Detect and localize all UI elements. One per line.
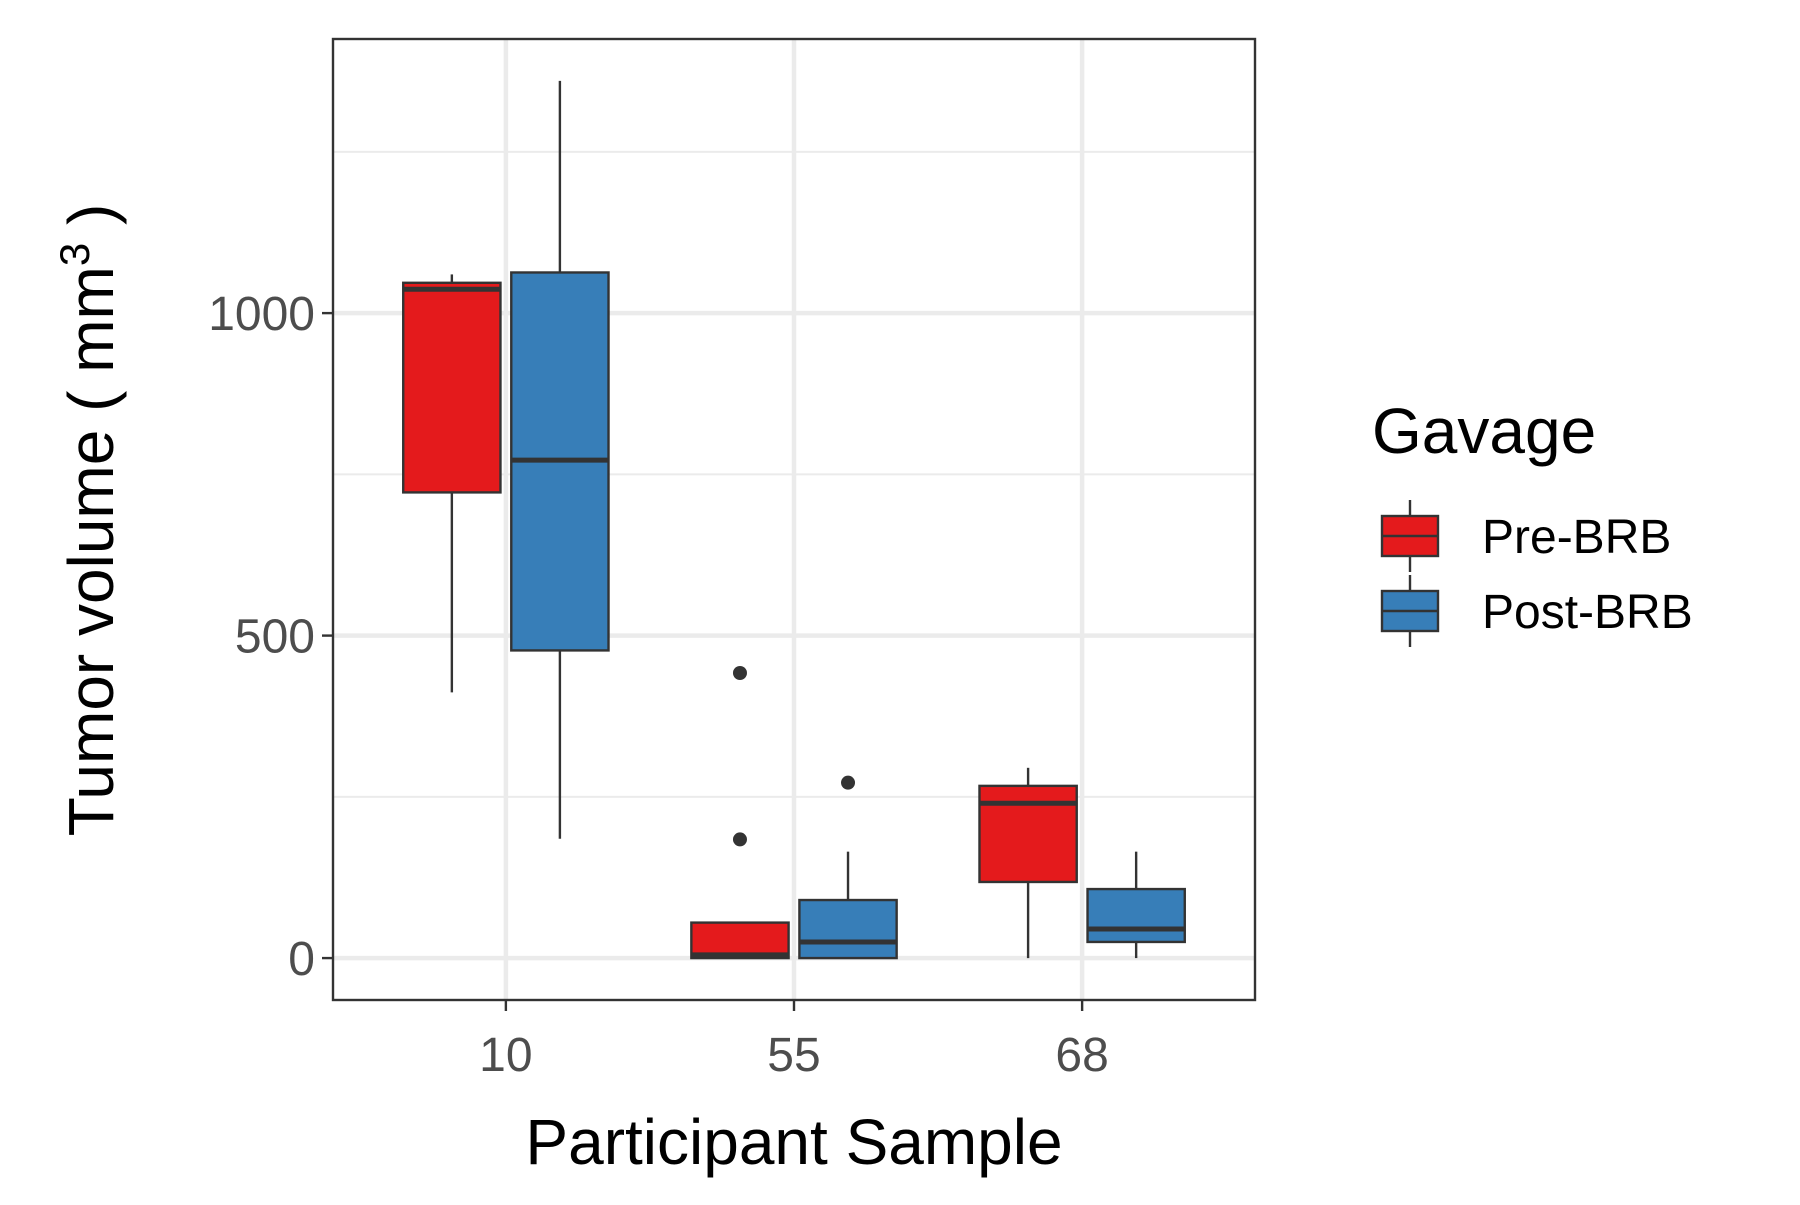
y-axis-title-suffix: ) — [55, 204, 127, 243]
box-series — [402, 80, 1186, 960]
box-body — [402, 281, 502, 494]
box-body — [978, 784, 1078, 884]
legend-label: Post-BRB — [1482, 586, 1693, 639]
legend: Gavage Pre-BRB Post-BRB — [1372, 395, 1693, 647]
legend-items: Pre-BRB Post-BRB — [1380, 500, 1693, 647]
legend-item-Pre-BRB: Pre-BRB — [1380, 500, 1671, 572]
y-tick-label: 1000 — [208, 288, 315, 341]
box-Post-BRB-10 — [510, 80, 610, 839]
box-Post-BRB-55 — [798, 775, 898, 960]
gridlines — [333, 39, 1255, 1000]
box-body — [1086, 887, 1186, 944]
outlier-point — [841, 775, 856, 790]
box-body — [798, 898, 898, 960]
box-Pre-BRB-68 — [978, 767, 1078, 959]
outlier-point — [732, 832, 747, 847]
x-tick-label: 10 — [479, 1029, 532, 1082]
box-Pre-BRB-10 — [402, 274, 502, 693]
box-Post-BRB-68 — [1086, 851, 1186, 959]
box-body — [690, 921, 790, 960]
y-axis-title-superscript: 3 — [51, 243, 98, 266]
y-tick-label: 500 — [235, 611, 315, 664]
x-axis-title: Participant Sample — [525, 1106, 1062, 1178]
y-axis-title-main: Tumor volume ( mm — [55, 266, 127, 836]
box-Pre-BRB-55 — [690, 666, 790, 960]
x-tick-label: 68 — [1055, 1029, 1108, 1082]
legend-title: Gavage — [1372, 395, 1596, 467]
legend-label: Pre-BRB — [1482, 511, 1671, 564]
outlier-point — [732, 666, 747, 681]
y-axis-title: Tumor volume ( mm3 ) — [51, 204, 127, 837]
axis-ticks: 0 500 1000 10 55 68 — [208, 288, 1109, 1082]
legend-item-Post-BRB: Post-BRB — [1380, 575, 1693, 647]
y-tick-label: 0 — [288, 933, 315, 986]
x-tick-label: 55 — [767, 1029, 820, 1082]
